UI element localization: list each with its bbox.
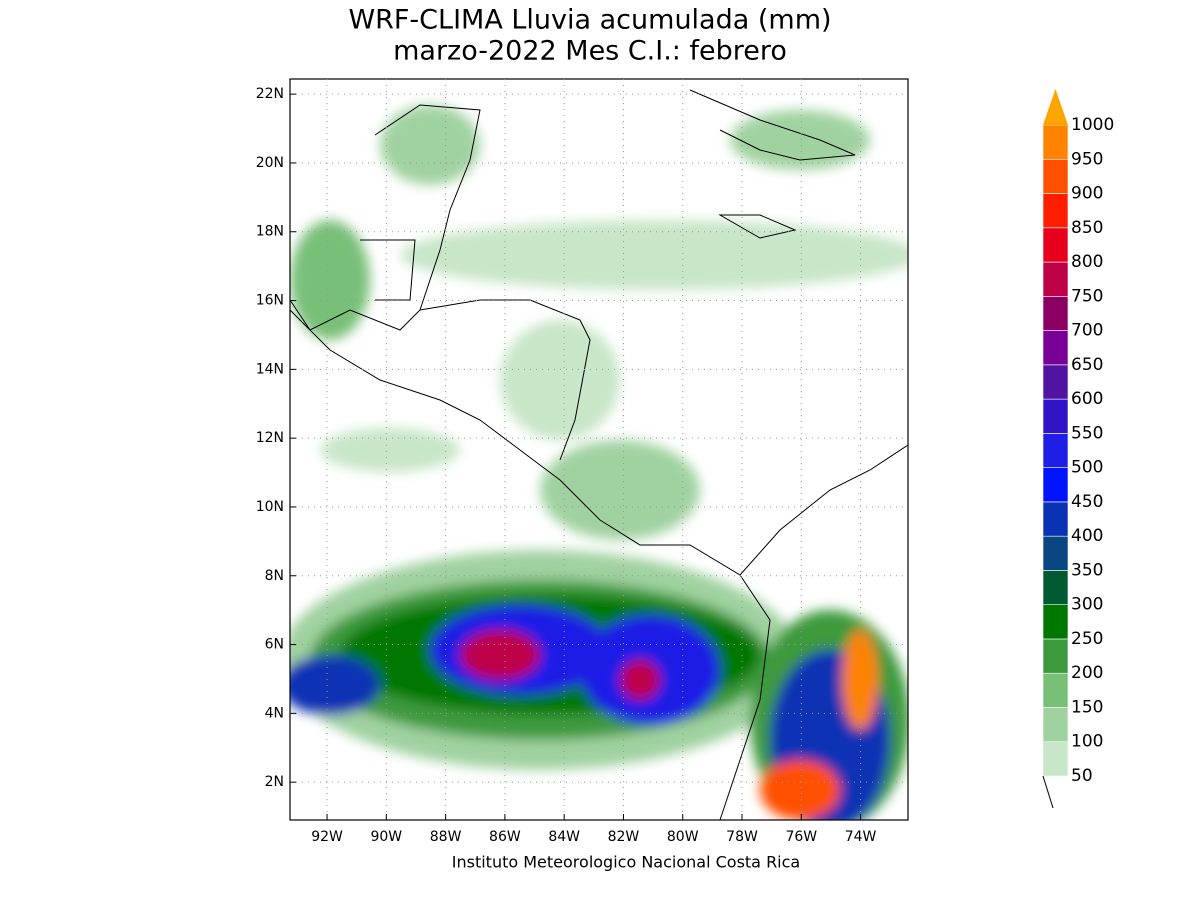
colorbar-label: 700 [1071,321,1103,341]
colorbar-label: 250 [1071,629,1103,649]
colorbar-label: 800 [1071,252,1103,272]
y-tick-label: 10N [256,499,284,515]
x-tick-label: 80W [667,829,699,845]
colorbar-bin [1042,570,1069,605]
colorbar-bin [1042,261,1069,297]
y-tick-label: 8N [265,568,284,584]
y-tick-label: 2N [265,774,284,790]
x-tick-label: 82W [608,829,640,845]
colorbar-label: 850 [1071,218,1103,238]
colorbar-bin [1042,467,1069,503]
footer: Instituto Meteorologico Nacional Costa R… [452,853,800,872]
colorbar-bin [1042,535,1069,571]
colorbar-label: 200 [1071,663,1103,683]
y-tick-label: 12N [256,430,284,446]
colorbar-bin [1042,296,1069,331]
y-tick-label: 18N [256,224,284,240]
colorbar-bin [1042,124,1069,160]
title-line: marzo-2022 Mes C.I.: febrero [393,36,787,67]
coastlines [290,89,908,820]
y-tick-label: 16N [256,293,284,309]
colorbar-bin [1042,193,1069,229]
colorbar-label: 150 [1071,697,1103,717]
colorbar-bin [1042,638,1069,674]
colorbar-bin [1042,501,1069,537]
colorbar-label: 600 [1071,389,1103,409]
colorbar-bin [1042,330,1069,366]
x-tick-label: 78W [726,829,758,845]
colorbar-label: 950 [1071,149,1103,169]
x-tick-label: 88W [430,829,462,845]
colorbar-bin [1042,707,1069,743]
colorbar-bin [1042,741,1069,777]
y-tick-label: 22N [256,86,284,102]
colorbar-label: 900 [1071,184,1103,204]
colorbar-label: 550 [1071,423,1103,443]
colorbar-bin [1042,398,1069,434]
x-tick-label: 74W [845,829,877,845]
colorbar-bin [1042,364,1069,400]
colorbar-bin [1042,158,1069,194]
colorbar-label: 1000 [1071,115,1114,135]
colorbar-bin [1042,227,1069,263]
rain-field [290,105,908,820]
colorbar-bin [1042,672,1069,708]
colorbar-label: 500 [1071,458,1103,478]
colorbar-label: 50 [1071,766,1093,786]
x-tick-label: 92W [311,829,343,845]
colorbar-bin [1042,433,1069,468]
colorbar-label: 300 [1071,595,1103,615]
colorbar-label: 400 [1071,526,1103,546]
x-tick-label: 76W [785,829,817,845]
y-tick-label: 6N [265,637,284,653]
colorbar-label: 750 [1071,286,1103,306]
colorbar-label: 100 [1071,732,1103,752]
title-line: WRF-CLIMA Lluvia acumulada (mm) [348,5,831,36]
x-tick-label: 86W [489,829,521,845]
colorbar-low-end [1042,775,1054,809]
colorbar-label: 650 [1071,355,1103,375]
y-tick-label: 14N [256,361,284,377]
colorbar-bin [1042,604,1069,640]
map-frame [289,78,909,821]
colorbar-arrow [1043,89,1068,125]
colorbar-label: 350 [1071,560,1103,580]
colorbar-label: 450 [1071,492,1103,512]
y-tick-label: 20N [256,155,284,171]
x-tick-label: 90W [370,829,402,845]
x-tick-label: 84W [548,829,580,845]
y-tick-label: 4N [265,705,284,721]
